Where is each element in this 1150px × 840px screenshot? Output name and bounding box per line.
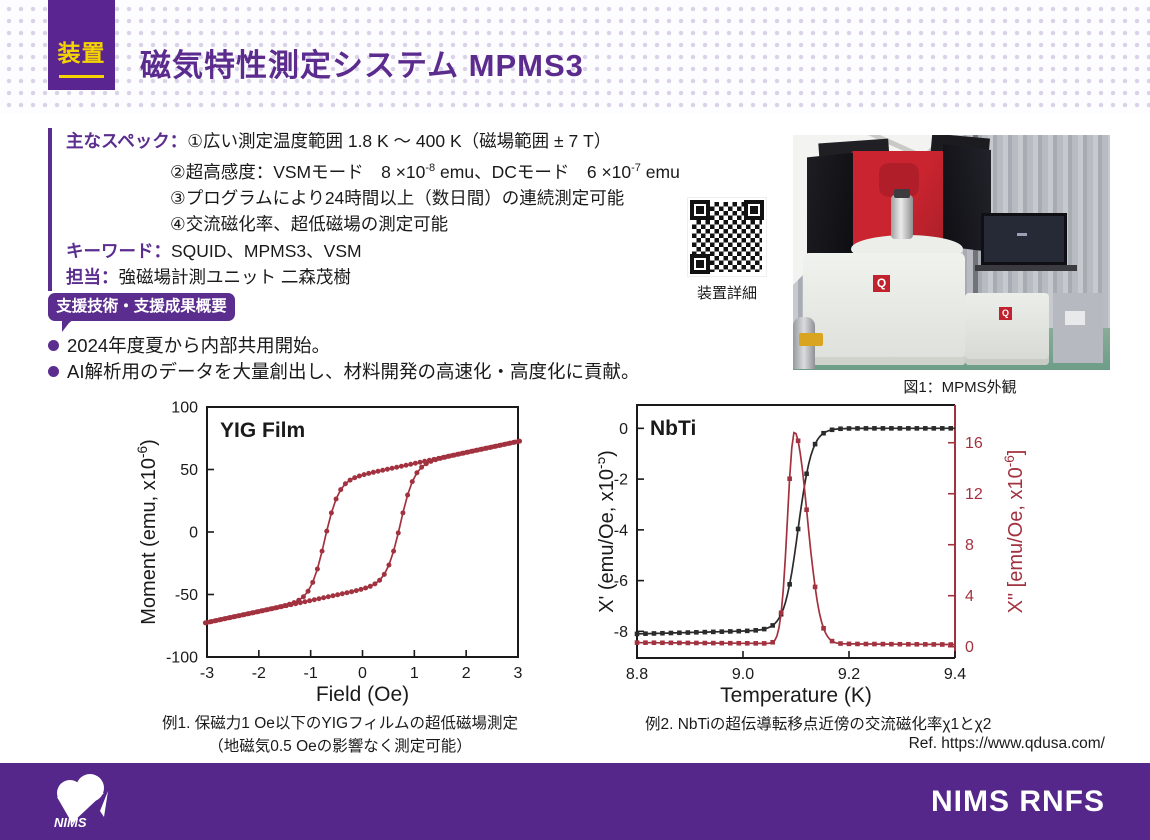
svg-text:12: 12	[965, 486, 983, 503]
staff-label: 担当：	[66, 267, 119, 288]
svg-text:X" [emu/Oe, x10-6]: X" [emu/Oe, x10-6]	[1002, 450, 1027, 614]
photo-open-door-left	[807, 152, 853, 262]
photo-caption: 図1：MPMS外観	[903, 379, 1017, 396]
support-bullet-1: 2024年度夏から内部共用開始。	[48, 332, 330, 358]
footer-brand: NIMS RNFS	[931, 785, 1105, 818]
support-bullet-1-text: 2024年度夏から内部共用開始。	[67, 335, 331, 356]
device-category-badge: 装置	[48, 0, 115, 90]
svg-text:0: 0	[619, 421, 628, 438]
photo-sample-cylinder	[891, 195, 913, 239]
nims-logo: NIMS	[54, 774, 108, 830]
nbti-susceptibility-chart: 8.8 9.0 9.2 9.4 0 -2 -4 -6 -8 16 12 8 4 0 NbTi Temperat…	[598, 404, 1027, 707]
svg-text:3: 3	[514, 665, 523, 682]
spec-line-1-text: ①広い測定温度範囲 1.8 K ～ 400 K（磁場範囲 ± 7 T）	[187, 131, 612, 151]
qr-finder-top-left	[690, 200, 710, 220]
svg-text:8: 8	[965, 537, 974, 554]
photo-side-cabinet	[965, 293, 1049, 365]
svg-text:9.4: 9.4	[944, 666, 966, 683]
photo-monitor	[981, 213, 1067, 265]
yig-hysteresis-chart: -3 -2 -1 0 1 2 3 -100 -50 0 50 100 YIG Film Field (Oe…	[135, 400, 523, 707]
photo-q-logo-main: Q	[873, 275, 890, 292]
svg-text:Moment (emu, x10-6): Moment (emu, x10-6)	[135, 439, 160, 625]
example2-caption: 例2. NbTiの超伝導転移点近傍の交流磁化率χ1とχ2	[645, 716, 992, 733]
photo-monitor-logo	[1017, 233, 1027, 236]
example1-caption: 例1. 保磁力1 Oe以下のYIGフィルムの超低磁場測定 （地磁気0.5 Oeの…	[140, 712, 540, 758]
svg-text:1: 1	[410, 665, 419, 682]
svg-text:YIG Film: YIG Film	[220, 419, 305, 442]
qr-finder-top-right	[744, 200, 764, 220]
photo-main-cabinet	[803, 253, 965, 365]
spec-line-1: 主なスペック：①広い測定温度範囲 1.8 K ～ 400 K（磁場範囲 ± 7 …	[66, 128, 706, 155]
svg-text:4: 4	[965, 588, 974, 605]
photo-gas-regulator	[799, 333, 823, 346]
svg-text:-100: -100	[166, 650, 198, 667]
svg-text:0: 0	[189, 525, 198, 542]
qr-finder-bottom-left	[690, 254, 710, 274]
bullet-icon	[48, 340, 59, 351]
device-badge-label: 装置	[57, 40, 106, 66]
svg-text:-8: -8	[614, 624, 628, 641]
svg-text:16: 16	[965, 435, 983, 452]
staff-line: 担当：強磁場計測ユニット 二森茂樹	[66, 264, 706, 291]
example1-caption-line2: （地磁気0.5 Oeの影響なく測定可能）	[208, 738, 472, 755]
svg-text:0: 0	[358, 665, 367, 682]
svg-text:-4: -4	[614, 522, 628, 539]
equipment-photo: Q Q	[793, 135, 1110, 370]
device-badge-underline	[59, 75, 104, 78]
qr-code	[687, 197, 767, 277]
svg-text:2: 2	[462, 665, 471, 682]
footer-bar: NIMS NIMS RNFS	[0, 763, 1150, 840]
svg-text:9.0: 9.0	[732, 666, 754, 683]
svg-text:X' (emu/Oe, x10-5): X' (emu/Oe, x10-5)	[598, 450, 618, 613]
nims-logo-text: NIMS	[54, 815, 87, 830]
svg-text:-2: -2	[252, 665, 266, 682]
keywords-line: キーワード：SQUID、MPMS3、VSM	[66, 238, 706, 265]
keywords-label: キーワード：	[66, 240, 171, 261]
svg-text:-1: -1	[304, 665, 318, 682]
support-bullet-2-text: AI解析用のデータを大量創出し、材料開発の高速化・高度化に貢献。	[67, 361, 640, 382]
svg-text:-2: -2	[614, 472, 628, 489]
photo-q-logo-side: Q	[999, 307, 1012, 320]
photo-right-container-label	[1065, 311, 1085, 325]
svg-text:Temperature (K): Temperature (K)	[720, 684, 872, 707]
svg-text:-3: -3	[200, 665, 214, 682]
spec-line-3: ③プログラムにより24時間以上（数日間）の連続測定可能	[170, 187, 625, 208]
svg-text:-50: -50	[175, 587, 198, 604]
photo-sample-cylinder-cap	[894, 189, 910, 198]
keywords-value: SQUID、MPMS3、VSM	[171, 240, 362, 261]
example1-caption-line1: 例1. 保磁力1 Oe以下のYIGフィルムの超低磁場測定	[162, 715, 518, 732]
header-dotted-band: 装置 磁気特性測定システム MPMS3	[0, 0, 1150, 113]
support-section-badge: 支援技術・支援成果概要	[48, 293, 235, 321]
spec-line-4: ④交流磁化率、超低磁場の測定可能	[170, 214, 449, 235]
page-title: 磁気特性測定システム MPMS3	[140, 48, 584, 83]
photo-right-container	[1053, 293, 1103, 363]
qr-label: 装置詳細	[696, 285, 757, 302]
bullet-icon	[48, 366, 59, 377]
staff-value: 強磁場計測ユニット 二森茂樹	[118, 267, 351, 288]
spec-label: 主なスペック：	[66, 131, 188, 151]
svg-text:8.8: 8.8	[626, 666, 648, 683]
photo-shelf	[975, 265, 1077, 271]
svg-text:9.2: 9.2	[838, 666, 860, 683]
svg-text:-6: -6	[614, 573, 628, 590]
svg-text:0: 0	[965, 639, 974, 656]
svg-text:Field (Oe): Field (Oe)	[316, 683, 409, 706]
spec-block: 主なスペック：①広い測定温度範囲 1.8 K ～ 400 K（磁場範囲 ± 7 …	[48, 128, 706, 291]
reference-url: Ref. https://www.qdusa.com/	[908, 735, 1105, 752]
support-bullet-2: AI解析用のデータを大量創出し、材料開発の高速化・高度化に貢献。	[48, 358, 639, 384]
svg-text:50: 50	[180, 462, 198, 479]
svg-text:100: 100	[171, 400, 198, 417]
svg-text:NbTi: NbTi	[650, 417, 696, 440]
support-badge-tail	[62, 319, 74, 332]
spec-line-2: ②超高感度：VSMモード 8 ×10-8 emu、DCモード 6 ×10-7 e…	[170, 161, 680, 182]
